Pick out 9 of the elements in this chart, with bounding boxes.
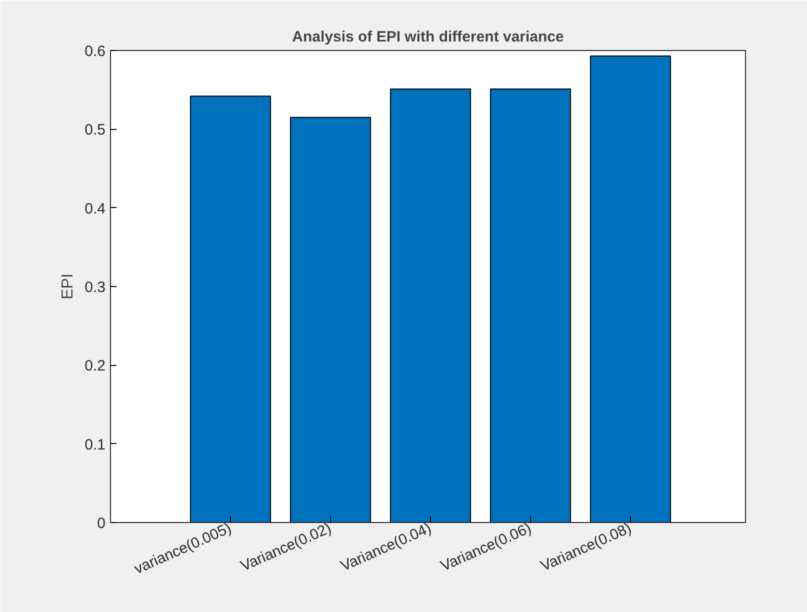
y-axis-title: EPI bbox=[60, 274, 77, 300]
chart-title: Analysis of EPI with different variance bbox=[292, 28, 564, 46]
y-tick-label: 0.2 bbox=[84, 358, 106, 375]
y-tick-label: 0.1 bbox=[84, 436, 106, 454]
y-tick-label: 0 bbox=[97, 515, 106, 532]
y-tick-label: 0.3 bbox=[84, 279, 106, 296]
y-tick-label: 0.4 bbox=[84, 200, 106, 218]
y-tick-label: 0.6 bbox=[84, 43, 106, 60]
y-tick-label: 0.5 bbox=[84, 122, 106, 139]
